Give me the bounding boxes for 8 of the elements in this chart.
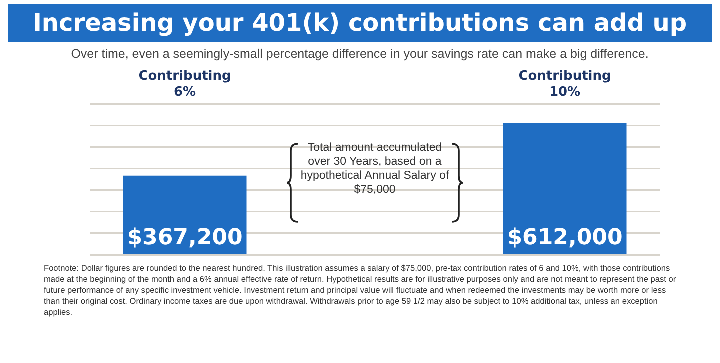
text: Footnote: Dollar figures are rounded to the nearest hundred. This illustration assumes a salary of $75,000, pre-tax contribution rates of 6 and 10%, with those contributions made at the beginning of the month and a 6% annual effective rate of return. Hypothetical results are for illustrative purposes only and are not meant to represent the past or future performance of any specific investment vehicle. Investment return and principal value will fluctuate and when redeemed the investments may be worth more or less than their original cost. Ordinary income taxes are due upon withdrawal. Withdrawals prior to age 59 1/2 may also be subject to 10% additional tax, unless an exception applies. — [44, 263, 678, 318]
data-label: $612,000 — [507, 225, 623, 250]
data-label: $367,200 — [127, 225, 243, 250]
x-tick-label: Contributing 10% — [518, 69, 612, 100]
annotation: Total amount accumulated over 30 Years, based on a hypothetical Annual Salary of $75,000 — [300, 141, 450, 197]
chart-subtitle: Over time, even a seemingly-small percentage difference in your savings rate can make a big difference. — [70, 47, 650, 61]
x-tick-label: Contributing 6% — [138, 69, 232, 100]
chart-title: Increasing your 401(k) contributions can add up — [8, 4, 712, 42]
